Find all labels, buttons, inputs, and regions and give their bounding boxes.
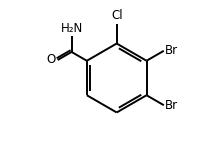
Text: O: O <box>47 54 56 66</box>
Text: Br: Br <box>165 44 178 57</box>
Text: Cl: Cl <box>111 9 123 22</box>
Text: H₂N: H₂N <box>60 22 83 35</box>
Text: Br: Br <box>165 100 178 112</box>
